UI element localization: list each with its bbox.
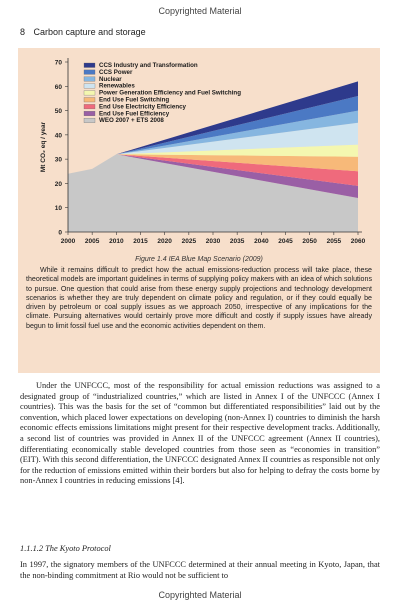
y-tick-label: 30 (55, 157, 63, 164)
page-header: 8 Carbon capture and storage (20, 27, 152, 37)
band-power-generation-efficiency (116, 144, 358, 157)
y-tick-label: 50 (55, 108, 63, 115)
plot-layer (68, 81, 358, 232)
legend-label: CCS Power (99, 69, 133, 76)
y-tick-label: 20 (55, 181, 63, 188)
running-title: Carbon capture and storage (33, 27, 146, 37)
x-tick-label: 2005 (85, 238, 100, 245)
legend-label: WEO 2007 + ETS 2008 (99, 117, 164, 124)
band-end-use-fuel-efficiency (116, 154, 358, 198)
legend-swatch (83, 104, 96, 110)
box-text: While it remains difficult to predict ho… (26, 266, 372, 330)
x-tick-label: 2035 (230, 238, 245, 245)
x-tick-label: 2030 (206, 238, 221, 245)
subsection-heading: 1.1.1.2 The Kyoto Protocol (20, 544, 111, 553)
x-tick-label: 2010 (109, 238, 124, 245)
legend-label: CCS Industry and Transformation (99, 62, 198, 69)
legend-label: Nuclear (99, 76, 122, 83)
watermark-bottom: Copyrighted Material (158, 590, 242, 600)
x-tick-label: 2025 (182, 238, 197, 245)
page-number: 8 (20, 27, 26, 37)
x-tick-label: 2015 (133, 238, 148, 245)
y-tick-label: 0 (58, 230, 62, 237)
legend-label: Power Generation Efficiency and Fuel Swi… (99, 90, 241, 97)
legend-swatch (83, 62, 96, 68)
legend-swatch (83, 83, 96, 89)
legend-swatch (83, 69, 96, 75)
watermark-top: Copyrighted Material (158, 6, 242, 16)
x-tick-label: 2020 (157, 238, 172, 245)
y-tick-label: 10 (55, 205, 63, 212)
x-tick-label: 2045 (278, 238, 293, 245)
band-end-use-electricity-efficiency (116, 154, 358, 186)
legend-label: End Use Electricity Efficiency (99, 103, 187, 110)
x-tick-label: 2050 (302, 238, 317, 245)
legend-swatch (83, 118, 96, 123)
y-axis-label: Mt CO₂ eq / year (40, 121, 47, 172)
band-baseline (68, 154, 358, 232)
legend-swatch (83, 111, 96, 116)
y-tick-label: 70 (55, 60, 63, 67)
x-tick-label: 2040 (254, 238, 269, 245)
band-renewables (116, 122, 358, 155)
legend-label: Renewables (99, 83, 135, 90)
legend-label: End Use Fuel Efficiency (99, 110, 170, 117)
legend-swatch (83, 76, 96, 82)
legend-swatch (83, 97, 96, 103)
y-tick-label: 40 (55, 132, 63, 139)
figure-caption: Figure 1.4 IEA Blue Map Scenario (2009) (135, 256, 263, 263)
body-paragraph-2: In 1997, the signatory members of the UN… (20, 560, 380, 580)
x-tick-label: 2060 (351, 238, 366, 245)
legend-swatch (83, 90, 96, 96)
body-paragraph-1: Under the UNFCCC, most of the responsibi… (20, 381, 380, 486)
x-tick-label: 2000 (61, 238, 76, 245)
y-tick-label: 60 (55, 84, 63, 91)
band-end-use-fuel-switching (116, 154, 358, 172)
legend-label: End Use Fuel Switching (99, 97, 169, 104)
x-tick-label: 2055 (327, 238, 342, 245)
